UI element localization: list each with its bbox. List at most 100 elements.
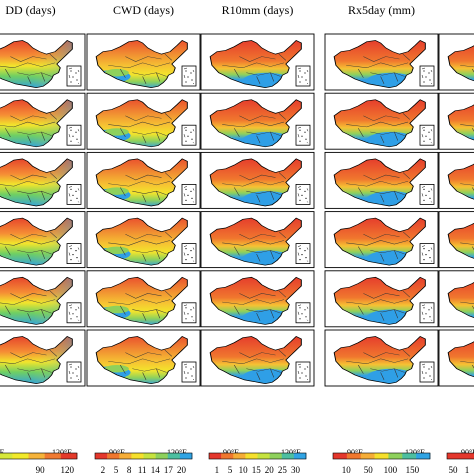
colorbar-tick-rx5day-0: 10 [342,465,352,474]
map-panel-rx5day-row-3 [324,151,439,209]
colorbar-segment-cwd-2 [119,453,132,459]
colorbar-segment-r10mm-0 [209,453,222,459]
colorbar-tick-cwd-6: 20 [177,465,187,474]
colorbar-segment-cdd-3 [28,453,45,459]
column-title-cdd: DD (days) [5,3,55,17]
map-panel-cwd-row-3 [86,151,201,209]
colorbar-tick-r-0: 50 [449,465,459,474]
map-panels [0,33,474,387]
colorbar-tick-rx5day-2: 100 [384,465,398,474]
colorbar-tick-r10mm-4: 20 [265,465,275,474]
map-panel-r-row-2 [438,92,474,150]
map-panel-cdd-row-3 [0,151,86,209]
colorbar-tick-rx5day-3: 150 [406,465,420,474]
map-panel-cdd-row-4 [0,211,86,269]
colorbar-r10mm: 1 5 10 15 20 25 30 [208,452,307,474]
colorbar-tick-cwd-2: 8 [127,465,132,474]
colorbar-segment-cwd-5 [155,453,169,459]
map-panel-r-row-1 [438,33,474,91]
colorbar-segment-cdd-1 [0,453,13,459]
colorbar-tick-rx5day-1: 50 [364,465,374,474]
colorbar-r: 50 1 [446,452,474,474]
colorbar-tick-cwd-1: 5 [114,465,119,474]
colorbar-segment-r10mm-1 [221,453,234,459]
lon-tick-cdd-0: E [0,448,5,457]
map-panel-r10mm-row-6 [200,329,315,387]
colorbar-segment-cdd-5 [60,453,78,459]
map-panel-cwd-row-1 [86,33,201,91]
map-panel-r-row-3 [438,151,474,209]
lon-tick-rx5day-0: 90°E [347,448,363,457]
colorbar-tick-cdd-1: 120 [61,465,75,474]
colorbar-segment-r10mm-4 [257,453,270,459]
colorbar-segment-cwd-3 [131,453,144,459]
column-titles: DD (days) CWD (days) R10mm (days) Rx5day (m… [5,3,415,17]
colorbar-rx5day: 10 50 100 150 [332,452,431,474]
map-panel-r10mm-row-2 [200,92,315,150]
colorbar-tick-r10mm-0: 1 [215,465,220,474]
colorbar-segment-cwd-0 [95,453,108,459]
lon-tick-cwd-1: 120°E [167,448,187,457]
map-panel-r-row-6 [438,329,474,387]
lon-tick-r10mm-1: 120°E [281,448,301,457]
colorbar-segment-rx5day-5 [402,453,417,459]
colorbar-tick-cwd-4: 14 [151,465,161,474]
colorbar-segment-r10mm-3 [245,453,258,459]
map-panel-r10mm-row-4 [200,211,315,269]
colorbar-segment-cdd-4 [44,453,62,459]
colorbar-tick-r10mm-3: 15 [252,465,262,474]
colorbar-tick-cdd-0: 90 [36,465,46,474]
map-panel-cdd-row-5 [0,270,86,328]
map-panel-r-row-4 [438,211,474,269]
colorbar-tick-r10mm-6: 30 [291,465,301,474]
colorbar-segment-r10mm-2 [233,453,246,459]
map-panel-cdd-row-1 [0,33,86,91]
colorbar-segment-cdd-2 [12,453,29,459]
map-panel-r10mm-row-5 [200,270,315,328]
lon-tick-cdd-1: 120°E [52,448,72,457]
lon-tick-r-0: 90°E [461,448,474,457]
colorbar-tick-cwd-3: 11 [138,465,147,474]
map-panel-cwd-row-4 [86,211,201,269]
colorbar-tick-r10mm-2: 10 [239,465,249,474]
map-panel-r10mm-row-1 [200,33,315,91]
map-panel-rx5day-row-6 [324,329,439,387]
lon-tick-r10mm-0: 90°E [223,448,239,457]
colorbar-segment-r-0 [447,453,474,459]
map-panel-cdd-row-2 [0,92,86,150]
lon-tick-rx5day-1: 120°E [405,448,425,457]
colorbar-segment-cwd-1 [107,453,120,459]
colorbar-segment-rx5day-6 [416,453,431,459]
lon-tick-cwd-0: 90°E [109,448,125,457]
colorbar-segment-rx5day-1 [346,453,362,459]
colorbar-tick-cwd-5: 17 [164,465,174,474]
longitude-tick-labels: E 120°E 90°E 120°E 90°E 120°E 90°E 120°E 90°E [0,448,474,457]
map-panel-rx5day-row-4 [324,211,439,269]
map-panel-cwd-row-2 [86,92,201,150]
colorbar-segment-rx5day-4 [388,453,403,459]
colorbars: 90 120 2 5 8 11 14 17 20 1 5 10 15 20 25 30 10 50 100 150 50… [0,452,474,474]
colorbar-segment-rx5day-0 [333,453,348,459]
colorbar-tick-r-1: 1 [465,465,470,474]
map-panel-cdd-row-6 [0,329,86,387]
colorbar-segment-r10mm-5 [269,453,283,459]
colorbar-tick-cwd-0: 2 [101,465,106,474]
colorbar-tick-r10mm-5: 25 [278,465,288,474]
colorbar-segment-r10mm-7 [293,453,307,459]
column-title-rx5day: Rx5day (mm) [348,3,415,17]
colorbar-tick-r10mm-1: 5 [228,465,233,474]
map-panel-r10mm-row-3 [200,151,315,209]
map-panel-cwd-row-5 [86,270,201,328]
column-title-r10mm: R10mm (days) [222,3,294,17]
colorbar-segment-rx5day-3 [374,453,389,459]
colorbar-segment-r10mm-6 [281,453,295,459]
map-panel-rx5day-row-2 [324,92,439,150]
column-title-cwd: CWD (days) [113,3,174,17]
colorbar-cwd: 2 5 8 11 14 17 20 [94,452,193,474]
colorbar-segment-cwd-4 [143,453,156,459]
map-panel-rx5day-row-5 [324,270,439,328]
colorbar-segment-cwd-6 [167,453,181,459]
colorbar-segment-cwd-7 [179,453,193,459]
colorbar-cdd: 90 120 [0,452,78,474]
